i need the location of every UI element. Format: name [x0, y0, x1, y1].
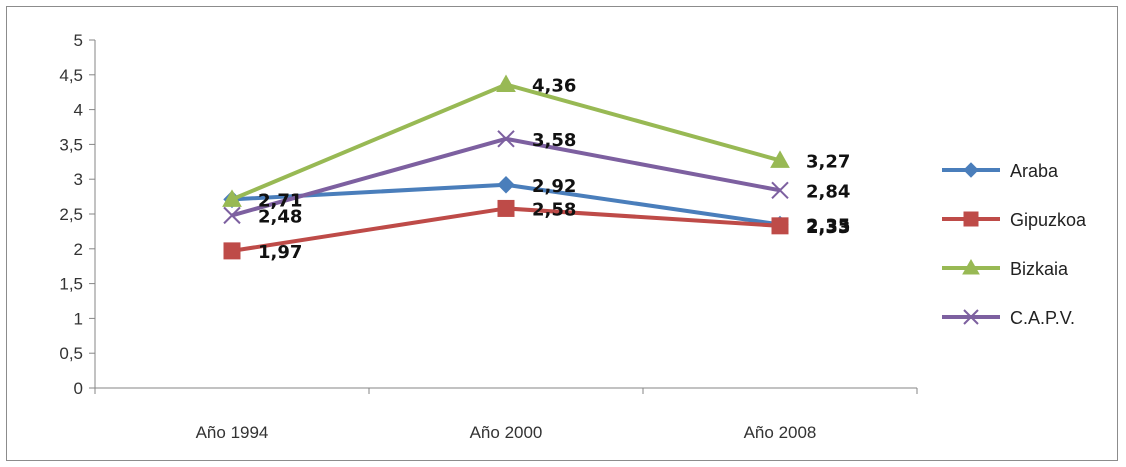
- data-point-marker: [223, 206, 241, 225]
- legend-entry: Araba: [942, 161, 1059, 181]
- data-point-marker: [496, 74, 516, 93]
- legend-label: C.A.P.V.: [1010, 308, 1075, 328]
- data-point-marker: [497, 199, 515, 217]
- data-point-marker: [771, 181, 789, 200]
- legend-marker: [962, 258, 980, 275]
- data-label: 2,92: [532, 176, 576, 197]
- data-labels: 2,712,922,351,972,582,332,714,363,272,48…: [258, 76, 850, 263]
- data-label: 2,71: [258, 190, 302, 211]
- y-tick-label: 4,5: [59, 66, 83, 85]
- legend-label: Bizkaia: [1010, 259, 1069, 279]
- legend-entry: C.A.P.V.: [942, 308, 1075, 328]
- series-gipuzkoa: [223, 199, 789, 260]
- x-tick-label: Año 1994: [196, 423, 269, 442]
- series-layer: [222, 74, 790, 260]
- legend-label: Araba: [1010, 161, 1059, 181]
- data-label: 2,58: [532, 199, 576, 220]
- data-label: 2,48: [258, 206, 302, 227]
- y-tick-label: 2: [74, 240, 83, 259]
- y-tick-label: 3,5: [59, 135, 83, 154]
- legend-marker: [963, 162, 979, 178]
- legend-marker: [963, 211, 979, 227]
- legend-entry: Bizkaia: [942, 258, 1069, 279]
- y-tick-label: 1,5: [59, 275, 83, 294]
- data-label: 4,36: [532, 76, 576, 97]
- data-label: 3,27: [806, 151, 850, 172]
- data-point-marker: [770, 150, 790, 168]
- chart-frame: [6, 6, 1118, 461]
- y-tick-label: 5: [74, 31, 83, 50]
- y-tick-label: 0: [74, 379, 83, 398]
- legend: Araba Gipuzkoa Bizkaia C.A.P.V.: [942, 161, 1087, 328]
- legend-marker: [963, 309, 979, 325]
- axes: 0 0,5 1 1,5 2 2,5 3 3,5 4 4,5 5 Año 1994 Año 2000 Año…: [59, 31, 918, 442]
- y-tick-label: 3: [74, 170, 83, 189]
- series-c-a-p-v: [223, 130, 789, 225]
- data-label: 2,33: [806, 217, 850, 238]
- data-label: 2,35: [806, 215, 850, 236]
- y-tick-label: 1: [74, 309, 83, 328]
- data-point-marker: [771, 217, 789, 235]
- data-label: 2,71: [258, 190, 302, 211]
- data-point-marker: [497, 130, 515, 148]
- legend-entry: Gipuzkoa: [942, 210, 1087, 230]
- data-label: 1,97: [258, 242, 302, 263]
- legend-label: Gipuzkoa: [1010, 210, 1087, 230]
- y-tick-label: 2,5: [59, 205, 83, 224]
- data-label: 3,58: [532, 130, 576, 151]
- y-tick-label: 4: [74, 101, 83, 120]
- x-tick-label: Año 2008: [744, 423, 817, 442]
- data-label: 2,84: [806, 181, 850, 202]
- y-tick-label: 0,5: [59, 344, 83, 363]
- series-bizkaia: [222, 74, 790, 207]
- data-point-marker: [222, 189, 242, 207]
- x-tick-label: Año 2000: [470, 423, 543, 442]
- data-point-marker: [223, 242, 241, 260]
- data-point-marker: [497, 176, 515, 194]
